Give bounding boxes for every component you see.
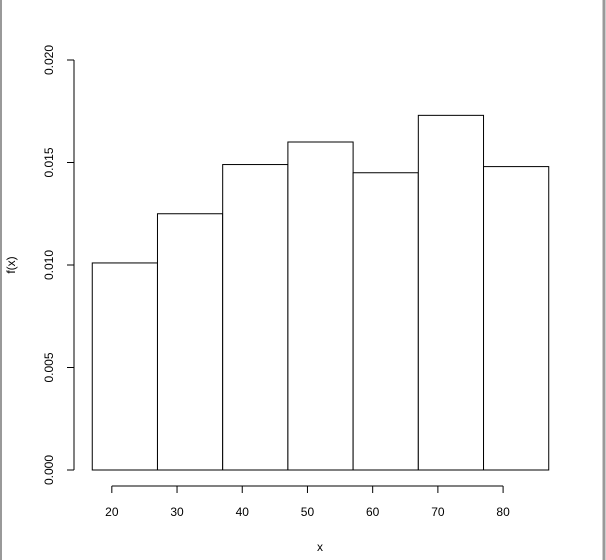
y-tick-label: 0.020 (42, 45, 56, 75)
x-tick-label: 60 (366, 505, 380, 519)
y-tick-label: 0.000 (42, 455, 56, 485)
y-tick-label: 0.005 (42, 352, 56, 382)
bar (222, 164, 289, 471)
bar (91, 262, 158, 471)
y-axis-label: f(x) (4, 256, 18, 273)
y-tick-label: 0.015 (42, 147, 56, 177)
x-tick-label: 30 (170, 505, 184, 519)
y-tick-label: 0.010 (42, 250, 56, 280)
x-tick-label: 70 (431, 505, 445, 519)
x-tick-label: 80 (496, 505, 510, 519)
bar (156, 213, 224, 471)
x-tick-label: 20 (105, 505, 119, 519)
x-tick-label: 50 (301, 505, 315, 519)
bar (287, 141, 354, 471)
x-tick-label: 40 (236, 505, 250, 519)
x-axis-label: x (317, 540, 323, 554)
bar (352, 172, 419, 471)
bar (417, 114, 485, 471)
bar (483, 166, 550, 471)
